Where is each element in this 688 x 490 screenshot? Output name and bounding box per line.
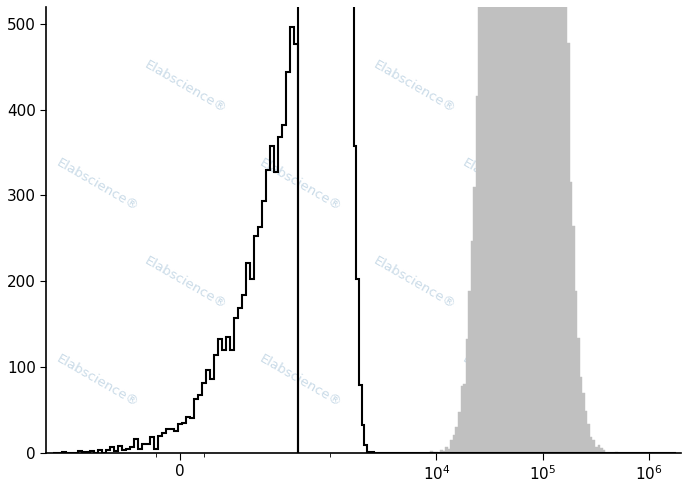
Bar bbox=[585, 411, 588, 453]
Bar bbox=[443, 451, 445, 453]
Bar bbox=[488, 0, 491, 453]
Bar bbox=[466, 339, 468, 453]
Bar bbox=[559, 0, 562, 453]
Bar bbox=[481, 0, 484, 453]
Text: Elabscience®: Elabscience® bbox=[460, 352, 546, 410]
Bar bbox=[460, 386, 463, 453]
Text: Elabscience®: Elabscience® bbox=[257, 352, 343, 410]
Bar bbox=[547, 0, 549, 453]
Bar bbox=[496, 0, 499, 453]
Bar bbox=[537, 0, 539, 453]
Text: Elabscience®: Elabscience® bbox=[142, 254, 229, 312]
Bar bbox=[508, 0, 511, 453]
Bar bbox=[532, 0, 534, 453]
Bar bbox=[504, 0, 506, 453]
Bar bbox=[549, 0, 552, 453]
Bar bbox=[600, 448, 603, 453]
Bar bbox=[552, 0, 555, 453]
Bar bbox=[577, 338, 580, 453]
Bar bbox=[473, 187, 475, 453]
Bar bbox=[475, 96, 478, 453]
Text: Elabscience®: Elabscience® bbox=[372, 254, 458, 312]
Bar bbox=[598, 445, 600, 453]
Text: Elabscience®: Elabscience® bbox=[54, 352, 140, 410]
Bar bbox=[493, 0, 496, 453]
Bar bbox=[478, 0, 481, 453]
Bar bbox=[590, 437, 592, 453]
Bar bbox=[506, 0, 508, 453]
Bar bbox=[491, 0, 493, 453]
Bar bbox=[567, 43, 570, 453]
Bar bbox=[453, 435, 455, 453]
Bar bbox=[448, 449, 451, 453]
Bar bbox=[526, 0, 529, 453]
Bar bbox=[451, 440, 453, 453]
Bar bbox=[570, 182, 572, 453]
Bar bbox=[595, 446, 598, 453]
Text: Elabscience®: Elabscience® bbox=[460, 156, 546, 214]
Bar bbox=[516, 0, 519, 453]
Bar bbox=[522, 0, 524, 453]
Bar bbox=[511, 0, 514, 453]
Bar bbox=[486, 0, 488, 453]
Bar bbox=[433, 452, 435, 453]
Bar bbox=[557, 0, 559, 453]
Bar bbox=[435, 452, 438, 453]
Bar bbox=[539, 0, 541, 453]
Bar bbox=[440, 450, 443, 453]
Bar bbox=[603, 450, 605, 453]
Bar bbox=[572, 226, 574, 453]
Bar bbox=[555, 0, 557, 453]
Bar bbox=[541, 0, 544, 453]
Bar bbox=[562, 0, 565, 453]
Bar bbox=[471, 241, 473, 453]
Text: Elabscience®: Elabscience® bbox=[54, 156, 140, 214]
Bar bbox=[458, 412, 460, 453]
Bar bbox=[615, 452, 618, 453]
Bar bbox=[544, 0, 547, 453]
Text: Elabscience®: Elabscience® bbox=[142, 58, 229, 116]
Bar bbox=[463, 384, 466, 453]
Bar bbox=[468, 291, 471, 453]
Bar bbox=[445, 446, 448, 453]
Bar bbox=[501, 0, 504, 453]
Text: Elabscience®: Elabscience® bbox=[372, 58, 458, 116]
Bar bbox=[524, 0, 526, 453]
Bar bbox=[582, 393, 585, 453]
Bar bbox=[499, 0, 501, 453]
Bar bbox=[430, 451, 433, 453]
Bar bbox=[514, 0, 516, 453]
Bar bbox=[455, 427, 458, 453]
Bar bbox=[588, 424, 590, 453]
Bar bbox=[574, 291, 577, 453]
Bar bbox=[529, 0, 532, 453]
Bar bbox=[484, 0, 486, 453]
Text: Elabscience®: Elabscience® bbox=[257, 156, 343, 214]
Bar bbox=[565, 0, 567, 453]
Bar bbox=[519, 0, 522, 453]
Bar bbox=[580, 377, 582, 453]
Bar bbox=[534, 0, 537, 453]
Bar bbox=[592, 440, 595, 453]
